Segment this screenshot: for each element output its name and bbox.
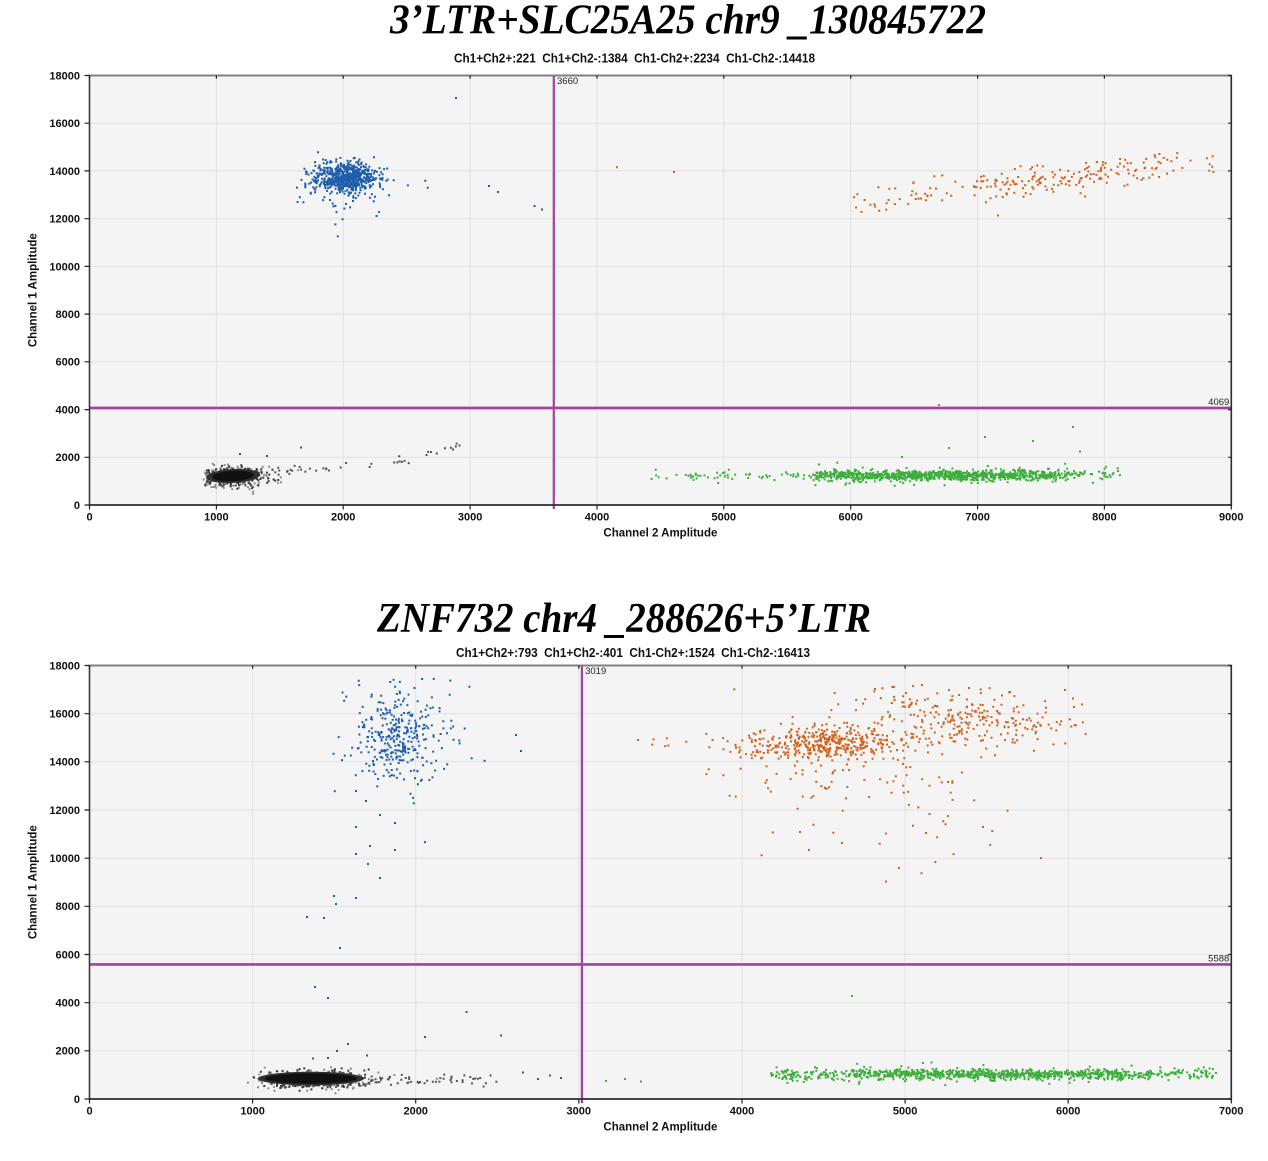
svg-text:2000: 2000 (56, 1046, 80, 1058)
svg-text:Ch1+Ch2+:793 Ch1+Ch2-:401 Ch: Ch1+Ch2+:793 Ch1+Ch2-:401 Ch1-Ch2+:1524 … (456, 646, 810, 660)
svg-text:4000: 4000 (56, 405, 80, 417)
svg-text:5588: 5588 (1208, 953, 1229, 964)
svg-text:6000: 6000 (56, 357, 80, 369)
svg-text:8000: 8000 (56, 901, 80, 913)
svg-text:4000: 4000 (730, 1106, 754, 1118)
svg-text:2000: 2000 (403, 1106, 427, 1118)
svg-text:6000: 6000 (1056, 1106, 1080, 1118)
svg-text:18000: 18000 (49, 70, 80, 82)
svg-text:Channel 2 Amplitude: Channel 2 Amplitude (603, 1122, 717, 1134)
svg-text:16000: 16000 (49, 709, 80, 721)
svg-text:3000: 3000 (567, 1106, 591, 1118)
svg-text:Channel 2 Amplitude: Channel 2 Amplitude (603, 528, 717, 540)
svg-text:3000: 3000 (458, 512, 482, 524)
svg-text:3019: 3019 (585, 666, 606, 677)
svg-text:14000: 14000 (49, 757, 80, 769)
svg-text:16000: 16000 (49, 118, 80, 130)
svg-text:Channel 1 Amplitude: Channel 1 Amplitude (28, 233, 40, 347)
svg-text:7000: 7000 (1219, 1106, 1243, 1118)
svg-text:5000: 5000 (712, 512, 736, 524)
svg-text:0: 0 (74, 1094, 80, 1106)
svg-text:2000: 2000 (56, 452, 80, 464)
svg-text:Channel 1 Amplitude: Channel 1 Amplitude (28, 825, 40, 939)
svg-text:1000: 1000 (204, 512, 228, 524)
svg-text:4000: 4000 (585, 512, 609, 524)
svg-text:2000: 2000 (331, 512, 355, 524)
svg-text:9000: 9000 (1219, 512, 1243, 524)
svg-text:8000: 8000 (1092, 512, 1116, 524)
svg-text:ZNF732 chr4 _288626+5’LTR: ZNF732 chr4 _288626+5’LTR (376, 596, 871, 642)
svg-text:5000: 5000 (893, 1106, 917, 1118)
svg-text:6000: 6000 (838, 512, 862, 524)
svg-text:3’LTR+SLC25A25 chr9 _130845722: 3’LTR+SLC25A25 chr9 _130845722 (389, 0, 986, 44)
svg-text:10000: 10000 (49, 853, 80, 865)
svg-text:1000: 1000 (240, 1106, 264, 1118)
svg-text:12000: 12000 (49, 214, 80, 226)
svg-text:4069: 4069 (1208, 397, 1229, 408)
svg-text:10000: 10000 (49, 261, 80, 273)
svg-text:4000: 4000 (56, 998, 80, 1010)
svg-text:3660: 3660 (557, 76, 578, 87)
svg-text:14000: 14000 (49, 166, 80, 178)
svg-text:8000: 8000 (56, 309, 80, 321)
svg-text:12000: 12000 (49, 805, 80, 817)
svg-text:Ch1+Ch2+:221 Ch1+Ch2-:1384 C: Ch1+Ch2+:221 Ch1+Ch2-:1384 Ch1-Ch2+:2234… (454, 52, 815, 66)
svg-text:0: 0 (74, 500, 80, 512)
svg-text:0: 0 (86, 1106, 92, 1118)
svg-text:0: 0 (86, 512, 92, 524)
svg-text:18000: 18000 (49, 660, 80, 672)
svg-text:7000: 7000 (965, 512, 989, 524)
svg-text:6000: 6000 (56, 949, 80, 961)
